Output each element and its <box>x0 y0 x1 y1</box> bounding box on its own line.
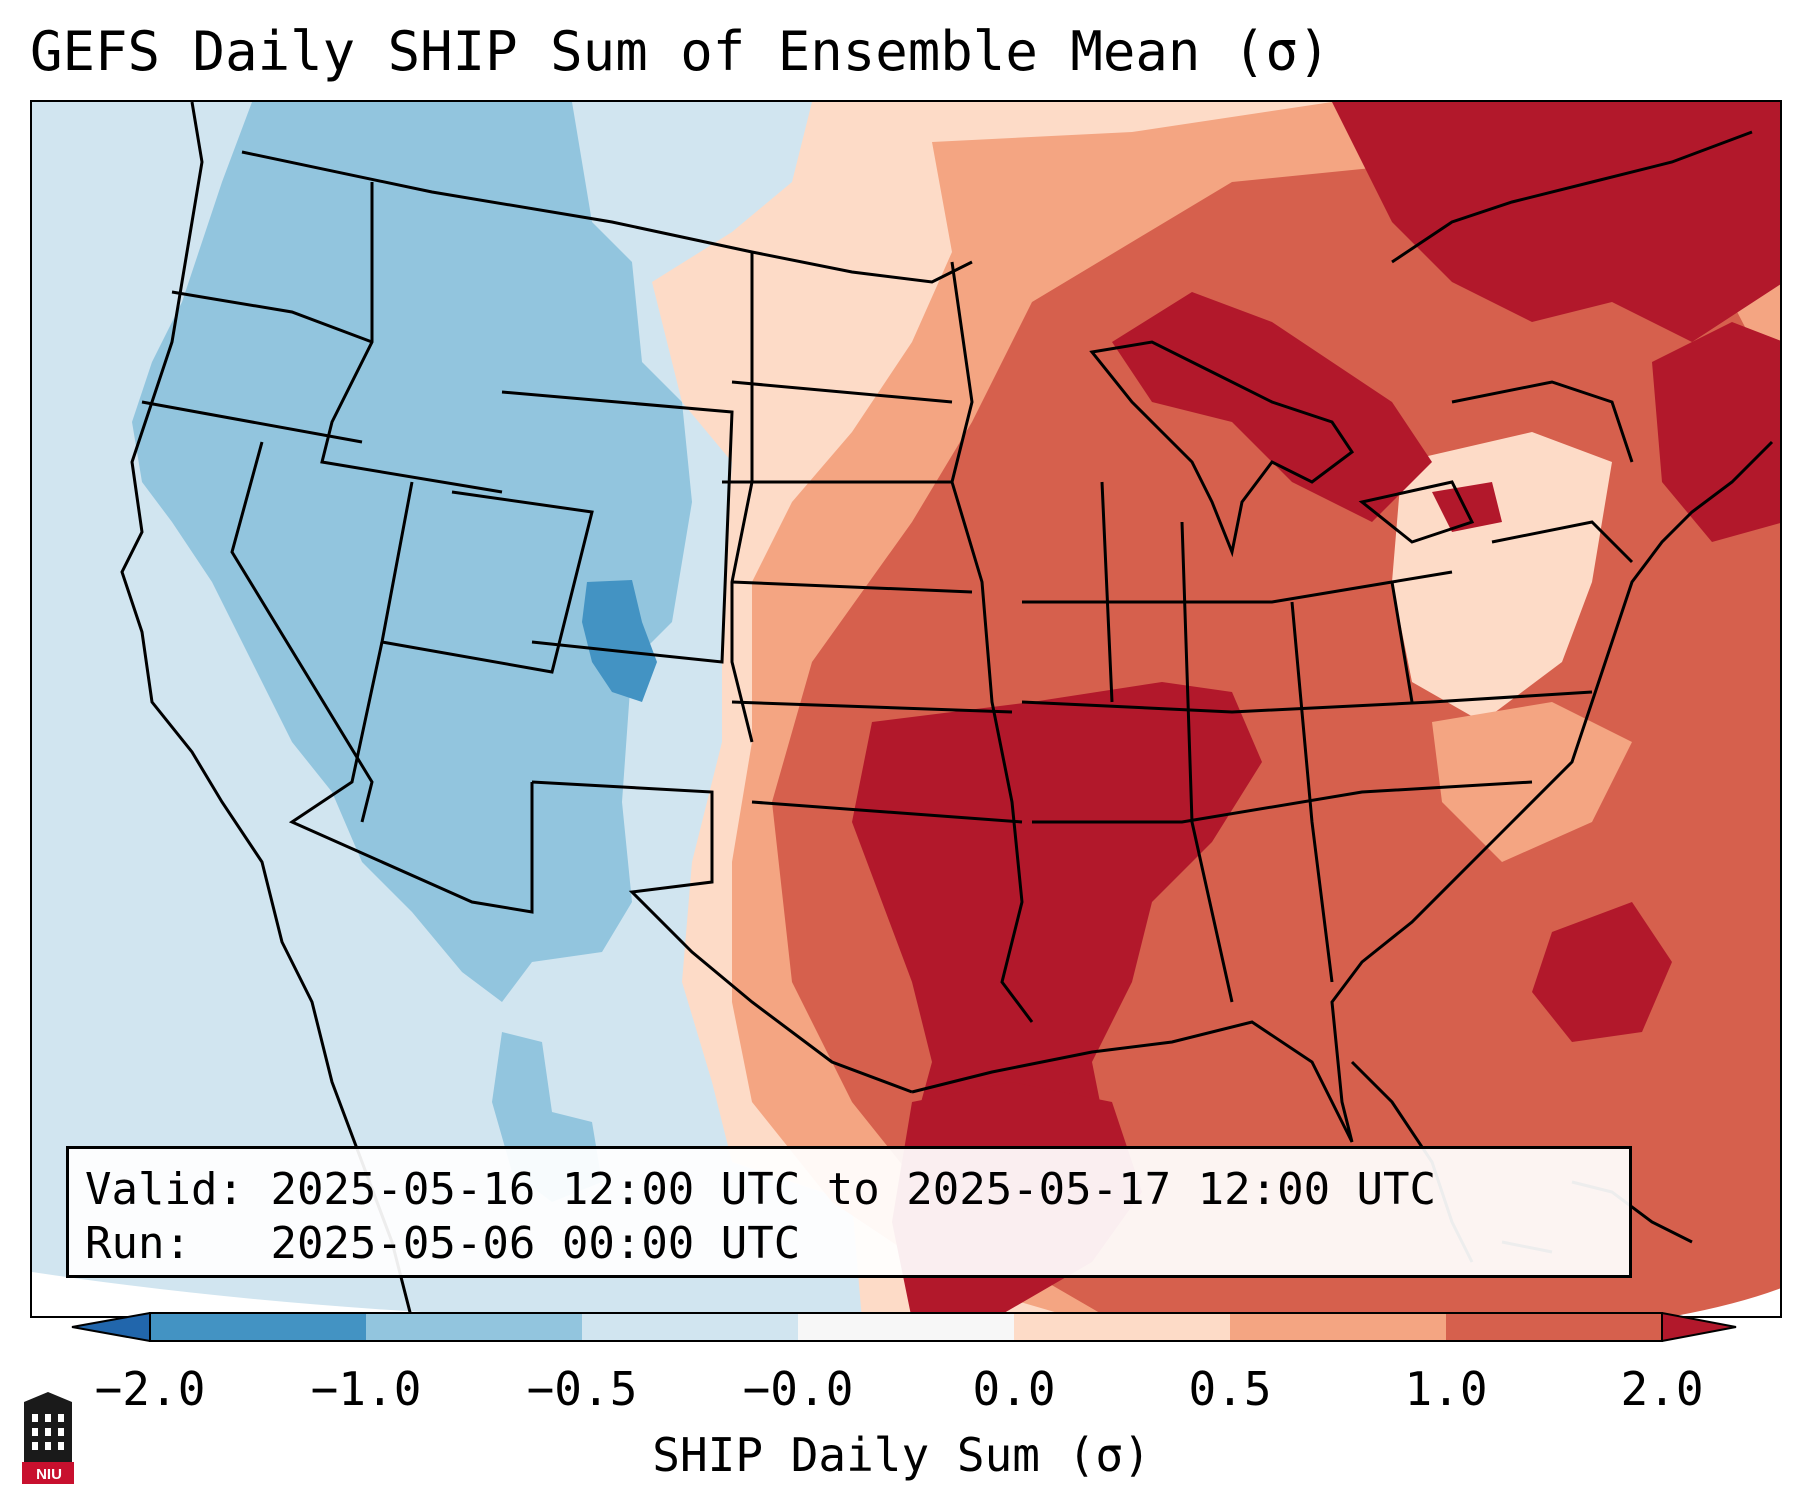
colorbar-tick-label: 2.0 <box>1620 1362 1704 1416</box>
colorbar-tick-label: 0.5 <box>1188 1362 1272 1416</box>
colorbar-extend-high <box>1661 1312 1737 1342</box>
state-line-wy-co <box>501 390 734 664</box>
state-line-plains-ew <box>722 380 1023 824</box>
valid-label: Valid: <box>85 1164 244 1215</box>
state-line-wa-or <box>171 290 373 344</box>
run-time: 2025-05-06 00:00 UTC <box>270 1218 801 1269</box>
field-above-two-atlantic <box>1532 902 1672 1042</box>
projection-edge <box>32 1272 498 1316</box>
colorbar-tick-label: −0.0 <box>742 1362 854 1416</box>
colorbar-tick-label: −1.0 <box>310 1362 422 1416</box>
colorbar-bin <box>1014 1313 1230 1341</box>
state-line-az-nm <box>288 641 534 914</box>
field-above-two-lake-ontario <box>1432 482 1502 532</box>
field-above-two-great-lakes <box>1112 292 1432 522</box>
colorbar-tick-label: 0.0 <box>972 1362 1056 1416</box>
projection-edge-right <box>1674 1288 1780 1316</box>
niu-tower-logo-icon <box>22 1392 74 1484</box>
shaded-field <box>32 102 1780 1316</box>
colorbar-tick-label: −2.0 <box>94 1362 206 1416</box>
colorbar-bin <box>582 1313 798 1341</box>
colorbar-bin <box>366 1313 582 1341</box>
colorbar-label: SHIP Daily Sum (σ) <box>652 1428 1151 1482</box>
field-above-two-new-england <box>1652 322 1780 542</box>
state-line-ut <box>380 481 594 674</box>
colorbar-tick-label: −0.5 <box>526 1362 638 1416</box>
field-below-minus-one <box>582 580 657 702</box>
colorbar-frame <box>149 1312 1663 1342</box>
run-label: Run: <box>85 1218 191 1269</box>
colorbar-extend-low <box>71 1312 151 1342</box>
great-lakes-outline <box>1089 340 1475 558</box>
colorbar-bin <box>798 1313 1014 1341</box>
state-line-id <box>320 182 503 494</box>
state-line-nm-tx <box>531 780 913 1094</box>
state-line-nv <box>230 441 374 823</box>
colorbar <box>71 1312 1737 1342</box>
state-line-east-ew <box>1021 570 1593 824</box>
map-title: GEFS Daily SHIP Sum of Ensemble Mean (σ) <box>30 20 1331 83</box>
state-boundaries <box>120 102 1774 1316</box>
valid-run-info-box: Valid: 2025-05-16 12:00 UTC to 2025-05-1… <box>66 1146 1632 1278</box>
niu-logo-text: NIU <box>36 1466 62 1483</box>
state-line-gulf-coast <box>911 440 1774 1143</box>
colorbar-bin <box>150 1313 366 1341</box>
colorbar-bin <box>1446 1313 1662 1341</box>
colorbar-bin <box>1230 1313 1446 1341</box>
state-line-east-ns <box>1100 481 1414 1003</box>
valid-time: 2025-05-16 12:00 UTC to 2025-05-17 12:00… <box>270 1164 1437 1215</box>
colorbar-tick-label: 1.0 <box>1404 1362 1488 1416</box>
map-panel <box>30 100 1782 1318</box>
state-line-mississippi <box>950 261 1034 1023</box>
field-below-minus-half <box>132 102 692 1002</box>
state-line-or-ca <box>141 400 363 444</box>
northeast-outline <box>1391 130 1753 564</box>
